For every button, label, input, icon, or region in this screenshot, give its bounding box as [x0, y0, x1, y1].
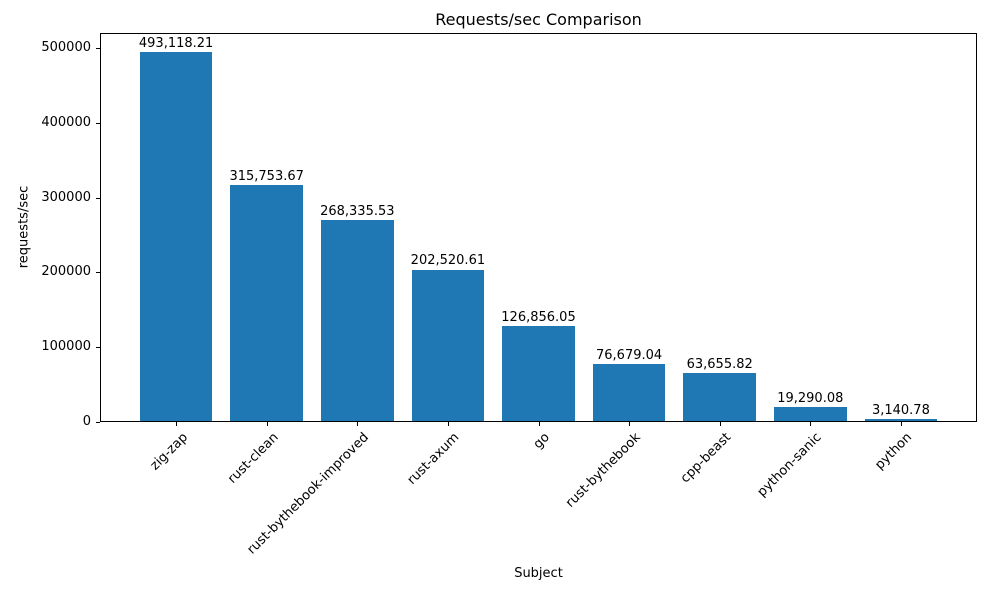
- x-tick-mark: [720, 422, 721, 426]
- x-tick-label: zig-zap: [147, 430, 191, 474]
- bar: [321, 220, 394, 421]
- x-tick-mark: [901, 422, 902, 426]
- x-tick-mark: [448, 422, 449, 426]
- bar-value-label: 202,520.61: [410, 253, 486, 269]
- bar-value-label: 315,753.67: [229, 168, 304, 184]
- y-tick-label: 200000: [41, 264, 91, 280]
- bar: [502, 326, 575, 421]
- bar: [864, 418, 938, 421]
- x-tick-mark: [267, 422, 268, 426]
- bar: [139, 52, 213, 421]
- x-tick-mark: [357, 422, 358, 426]
- bar-value-label: 493,118.21: [138, 36, 214, 52]
- plot-area: [100, 33, 977, 422]
- bar-value-label: 76,679.04: [596, 347, 663, 363]
- y-tick-mark: [96, 48, 100, 49]
- x-tick-mark: [539, 422, 540, 426]
- x-tick-label: python: [872, 430, 916, 473]
- y-tick-label: 0: [82, 414, 91, 429]
- y-tick-mark: [96, 123, 100, 124]
- x-tick-mark: [810, 422, 811, 426]
- y-tick-mark: [96, 272, 100, 273]
- x-tick-label: rust-bythebook: [563, 430, 644, 511]
- bar: [230, 184, 303, 421]
- bar-value-label: 126,856.05: [501, 310, 576, 326]
- x-tick-label: rust-axum: [404, 430, 463, 488]
- x-axis-label: Subject: [514, 566, 563, 581]
- bar-value-label: 19,290.08: [777, 390, 844, 406]
- y-tick-label: 300000: [41, 189, 91, 205]
- bar-value-label: 3,140.78: [871, 402, 930, 418]
- y-tick-mark: [96, 198, 100, 199]
- x-tick-label: go: [531, 430, 554, 453]
- x-tick-label: python-sanic: [754, 430, 825, 500]
- y-tick-mark: [96, 347, 100, 348]
- x-tick-mark: [176, 422, 177, 426]
- bar: [774, 406, 847, 421]
- bar: [411, 269, 485, 421]
- y-tick-label: 500000: [41, 39, 91, 55]
- bar: [592, 363, 666, 421]
- y-tick-mark: [96, 422, 100, 423]
- x-tick-mark: [629, 422, 630, 426]
- chart-title: Requests/sec Comparison: [435, 10, 642, 29]
- bar-value-label: 268,335.53: [320, 204, 395, 220]
- y-tick-label: 400000: [41, 114, 91, 130]
- bar: [683, 373, 756, 421]
- y-tick-label: 100000: [41, 339, 91, 355]
- x-tick-label: cpp-beast: [678, 430, 735, 487]
- x-tick-label: rust-clean: [224, 430, 282, 487]
- bar-value-label: 63,655.82: [686, 357, 753, 373]
